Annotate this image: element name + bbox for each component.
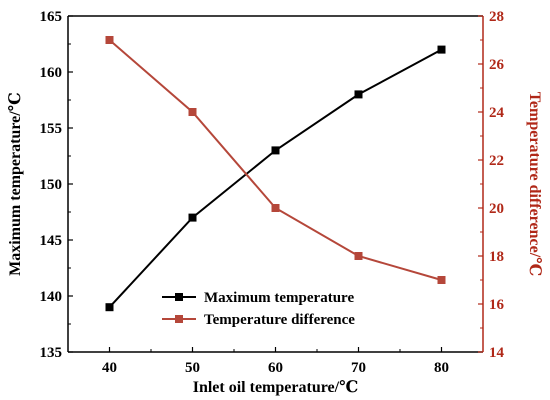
data-point [437,276,446,284]
left-y-tick-label: 135 [40,345,63,361]
left-y-tick-label: 165 [40,9,63,25]
data-point [354,252,363,260]
legend-label: Maximum temperature [204,290,354,306]
left-y-tick-label: 140 [40,289,63,305]
left-y-tick-label: 155 [40,121,63,137]
series-1 [105,45,446,312]
right-y-tick-label: 18 [489,249,504,265]
legend-marker [175,315,183,323]
x-tick-label: 80 [434,360,449,376]
series-layer [105,36,446,312]
right-y-tick-label: 16 [489,297,505,313]
x-tick-label: 60 [268,360,283,376]
left-y-axis-title: Maximum temperature/℃ [7,92,24,276]
legend-label: Temperature difference [204,312,355,328]
left-y-tick-label: 150 [40,177,63,193]
right-y-tick-label: 28 [489,9,504,25]
right-y-tick-label: 20 [489,201,504,217]
axis-titles: Inlet oil temperature/℃ Maximum temperat… [7,92,543,396]
left-y-tick-label: 145 [40,233,63,249]
legend-entry: Temperature difference [162,312,355,328]
right-y-tick-label: 26 [489,57,505,73]
left-y-tick-label: 160 [40,65,63,81]
data-point [271,146,280,155]
x-axis-title: Inlet oil temperature/℃ [193,379,359,396]
right-y-axis-title: Temperature difference/℃ [526,92,543,277]
legend-marker [175,293,183,301]
legend: Maximum temperature Temperature differenc… [162,290,355,328]
axes-layer: 135 140 145 150 155 160 165 14 16 18 20 22 24 26 28 40 5… [40,9,505,376]
data-point [354,90,363,99]
right-y-tick-label: 14 [489,345,505,361]
data-point [105,36,114,44]
x-tick-label: 40 [102,360,117,376]
data-point [105,303,114,312]
series-line [108,48,442,308]
data-point [188,213,197,222]
series-2 [105,36,446,284]
right-y-tick-label: 22 [489,153,504,169]
x-tick-label: 70 [351,360,366,376]
legend-entry: Maximum temperature [162,290,354,306]
data-point [271,204,280,212]
right-y-tick-label: 24 [489,105,505,121]
data-point [437,45,446,54]
data-point [188,108,197,116]
x-tick-label: 50 [185,360,200,376]
